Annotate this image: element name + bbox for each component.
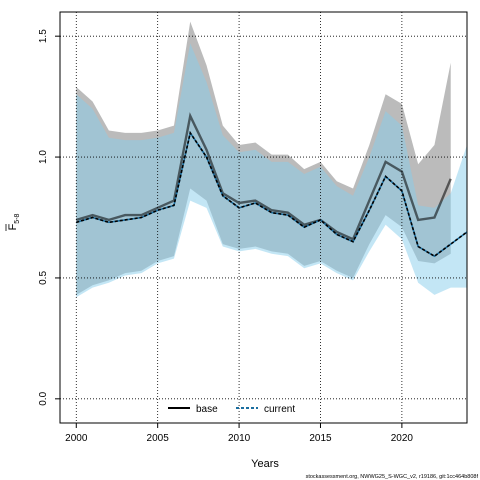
legend: base current (168, 404, 295, 415)
y-tick-label-0: 0.0 (38, 391, 49, 405)
x-axis: 2000 2005 2010 2015 2020 (65, 423, 413, 444)
x-tick-label-2020: 2020 (391, 433, 414, 444)
x-tick-label-2000: 2000 (65, 433, 88, 444)
y-tick-label-3: 1.5 (38, 29, 49, 43)
plot-frame (59, 11, 468, 424)
x-axis-title: Years (251, 458, 279, 470)
y-tick-label-2: 1.0 (38, 150, 49, 164)
grid-lines (60, 12, 467, 423)
x-tick-label-2005: 2005 (147, 433, 170, 444)
legend-base-label: base (196, 404, 218, 415)
caption: stockassessment.org, NWWG25_S-WGC_v2, r1… (306, 474, 479, 480)
x-tick-label-2015: 2015 (309, 433, 332, 444)
y-axis: 0.0 0.5 1.0 1.5 (38, 29, 60, 406)
confidence-bands (76, 21, 467, 298)
y-axis-title-main: F (7, 223, 19, 230)
y-tick-label-1: 0.5 (38, 271, 49, 285)
svg-text:F5-8: F5-8 (7, 213, 21, 230)
series-lines (75, 112, 468, 258)
legend-current-label: current (264, 404, 295, 415)
line-current (76, 130, 468, 258)
line-base (75, 112, 452, 241)
x-tick-label-2010: 2010 (228, 433, 251, 444)
band-current (76, 43, 467, 298)
y-axis-title-sub: 5-8 (14, 213, 21, 223)
y-axis-title: F5-8 (5, 213, 21, 231)
